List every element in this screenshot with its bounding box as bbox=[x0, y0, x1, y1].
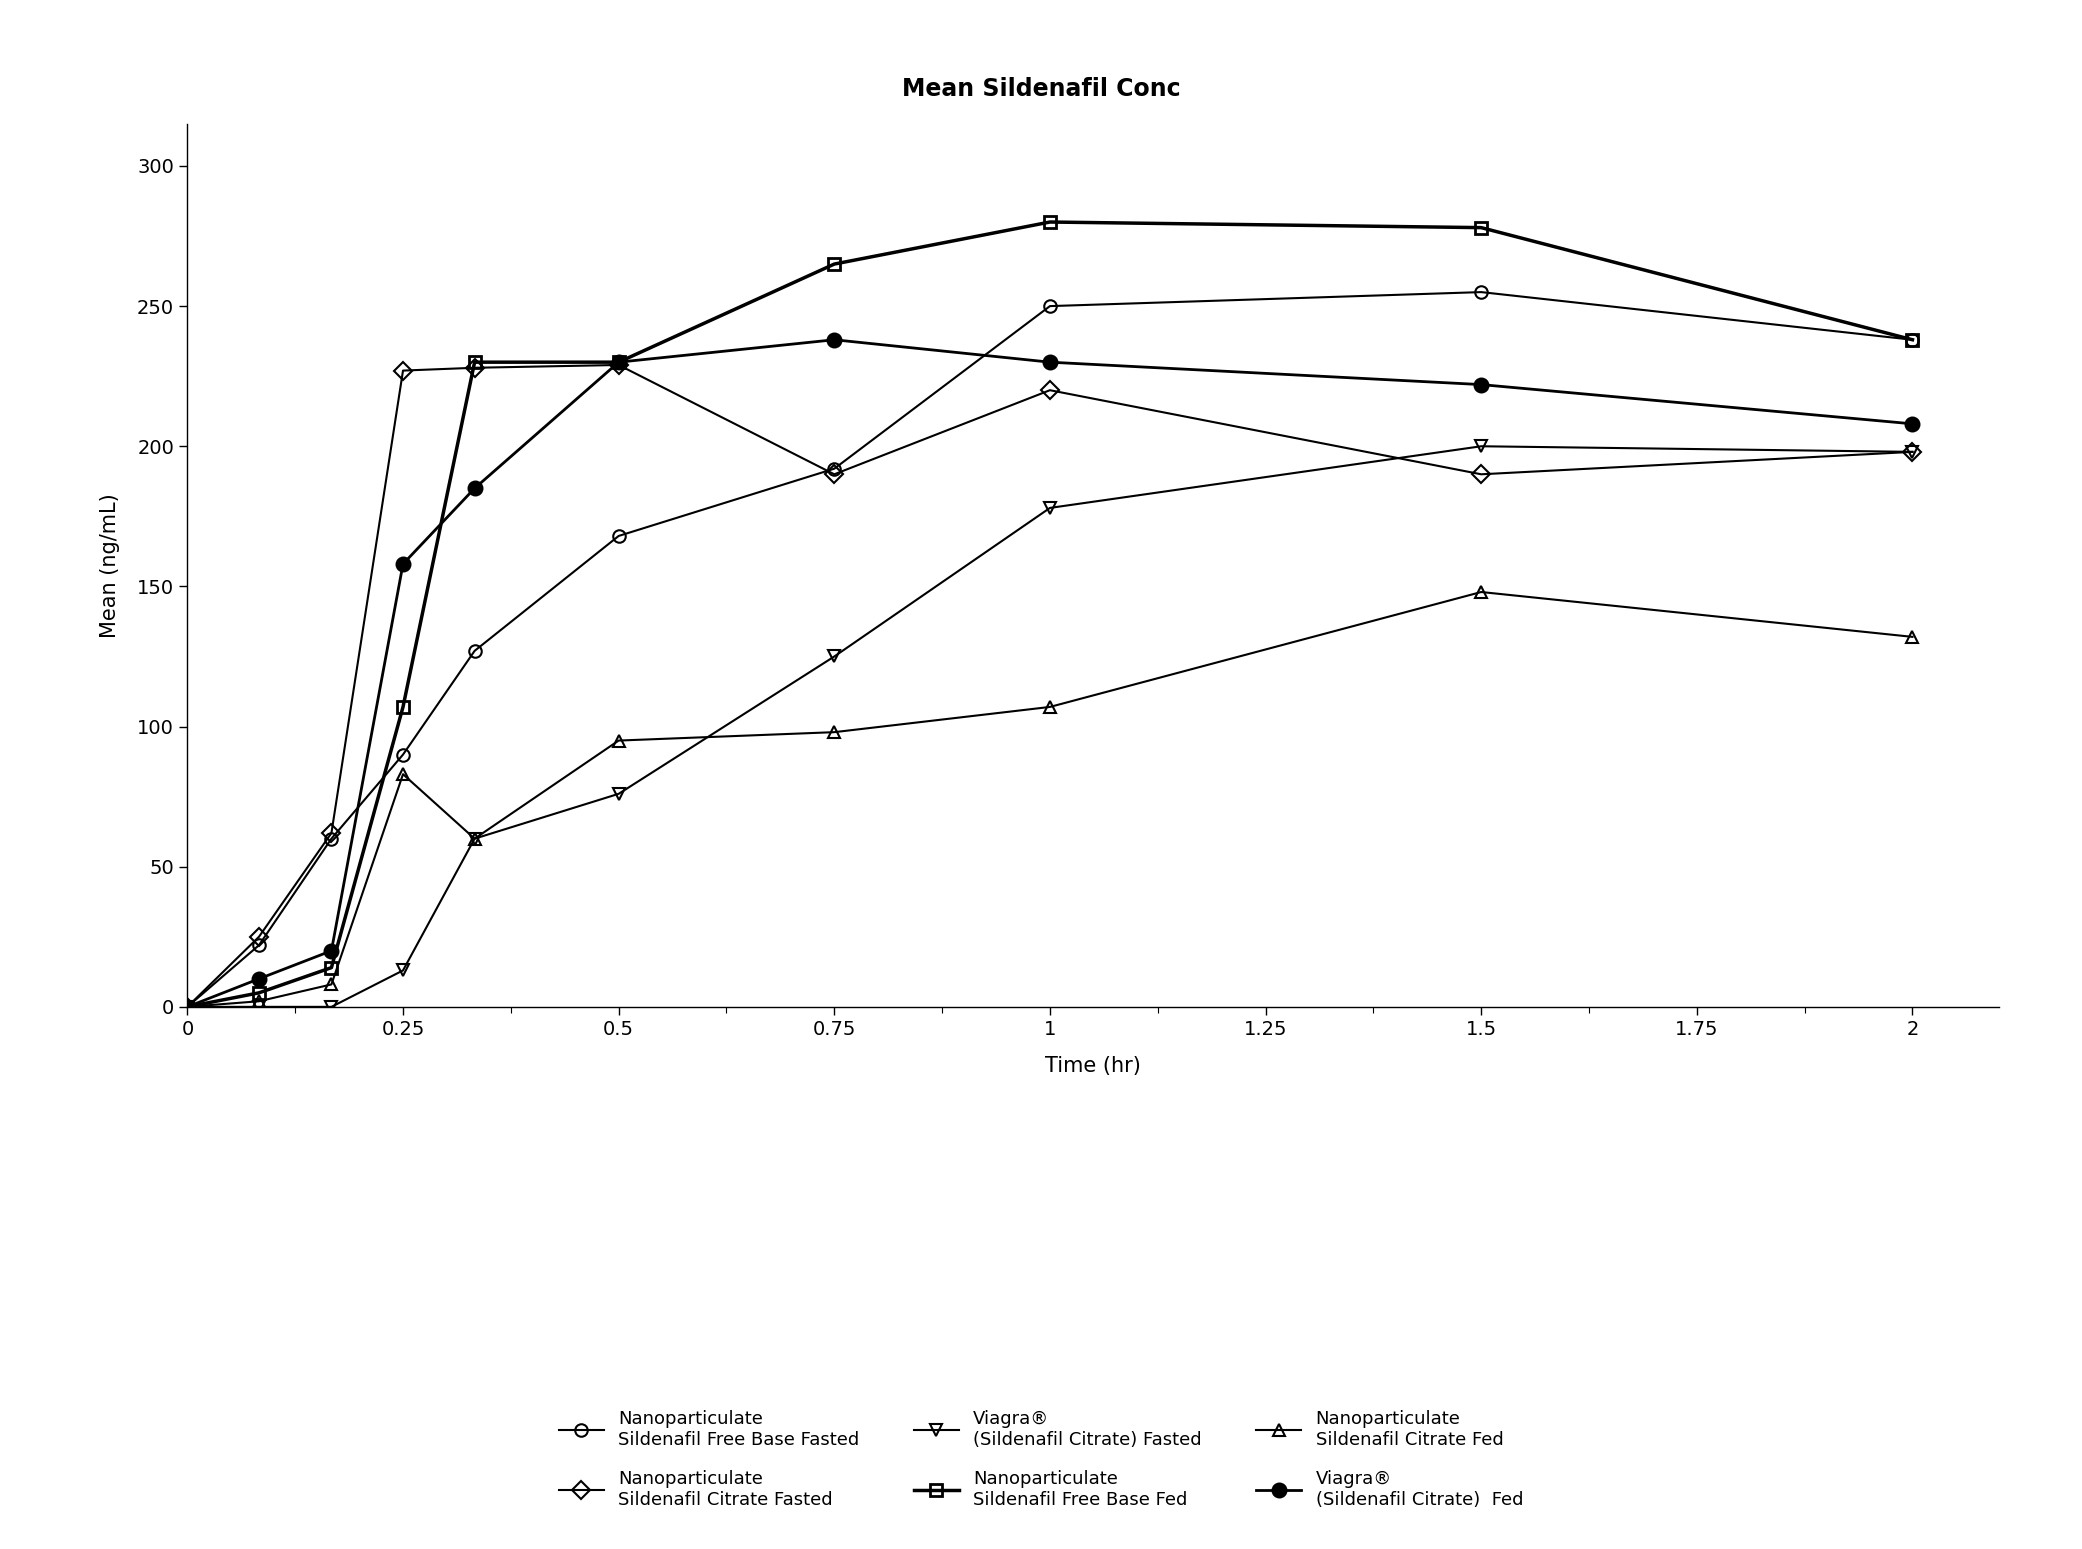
Y-axis label: Mean (ng/mL): Mean (ng/mL) bbox=[100, 493, 121, 638]
Legend: Nanoparticulate
Sildenafil Free Base Fasted, Nanoparticulate
Sildenafil Citrate : Nanoparticulate Sildenafil Free Base Fas… bbox=[558, 1410, 1524, 1509]
Text: Mean Sildenafil Conc: Mean Sildenafil Conc bbox=[902, 77, 1180, 101]
X-axis label: Time (hr): Time (hr) bbox=[1045, 1056, 1141, 1075]
